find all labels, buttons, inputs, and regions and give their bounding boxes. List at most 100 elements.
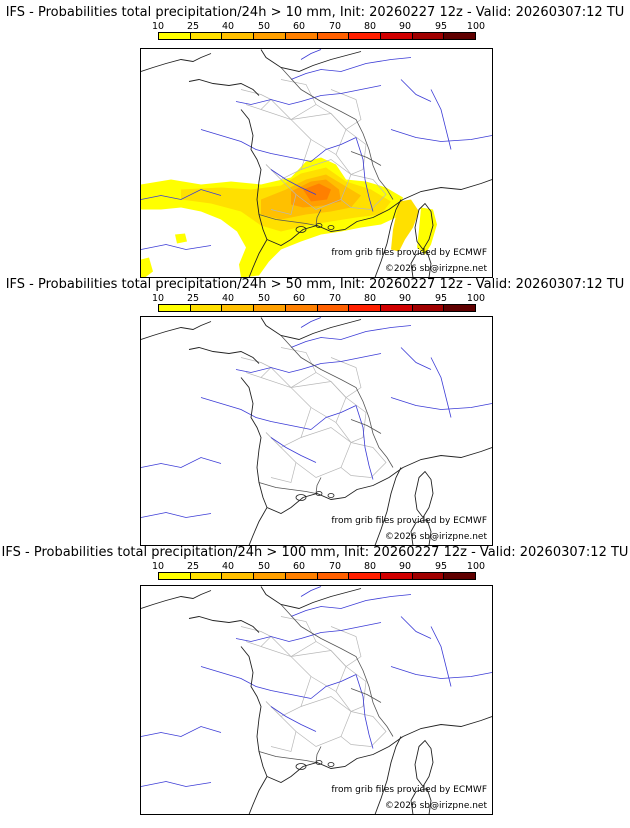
country-border [350,419,382,434]
france-map [141,317,492,545]
river-line [141,781,212,787]
coastline [266,716,492,784]
colorbar-swatch [190,305,223,311]
river-line [141,457,222,468]
region-boundary [315,89,362,130]
corsica-coastline [414,202,434,251]
probability-shading [391,199,419,252]
island-coastline [327,762,335,767]
source-credit: from grib files provided by ECMWF [331,516,487,526]
colorbar-tick-label: 10 [151,561,165,572]
forecast-panel-100mm: IFS - Probabilities total precipitation/… [0,545,630,815]
region-boundary [340,174,387,210]
region-boundary [340,442,387,478]
island-coastline [327,493,335,498]
region-boundary [265,701,297,752]
river-line [430,626,452,687]
country-border [315,209,322,226]
colorbar-tick-label: 60 [292,293,306,304]
colorbar-swatch [349,305,381,311]
country-border [315,746,322,763]
map-frame: from grib files provided by ECMWF ©2026 … [140,316,493,546]
coastline [240,646,268,777]
colorbar-tick-label: 70 [328,293,342,304]
river-line [310,405,357,430]
colorbar-swatch [285,305,318,311]
colorbar-swatch [317,305,350,311]
colorbar-tick-label: 40 [221,21,235,32]
coastline [188,616,260,633]
colorbar-tick-label: 90 [398,561,412,572]
country-border [280,67,394,200]
france-map [141,586,492,814]
island-coastline [315,223,323,228]
region-boundary [265,432,297,483]
colorbar-tick-label: 100 [466,561,486,572]
colorbar-swatch [222,305,255,311]
colorbar-swatch [412,33,445,39]
corsica-coastline [414,739,434,788]
colorbar-tick-label: 25 [186,21,200,32]
river-line [310,137,357,162]
river-line [235,622,382,642]
island-coastline [295,494,307,501]
colorbar [158,32,476,40]
colorbar-tick-label: 95 [434,561,448,572]
river-line [235,353,382,373]
river-line [355,674,374,749]
river-line [300,586,322,597]
region-boundary [270,347,317,388]
region-boundary [315,626,362,667]
colorbar [158,304,476,312]
colorbar-tick-label: 50 [257,21,271,32]
region-boundary [340,711,387,747]
coastline [240,377,268,508]
colorbar-swatch [412,573,445,579]
colorbar-swatch [349,573,381,579]
colorbar-swatch [254,305,286,311]
region-boundary [290,113,347,156]
region-boundary [335,666,367,712]
colorbar-swatch [159,33,191,39]
coastline [374,736,402,814]
river-line [200,129,312,162]
colorbar-swatch [222,33,255,39]
coastline [374,199,402,277]
country-border [350,688,382,703]
colorbar-tick-label: 80 [363,293,377,304]
colorbar-tick-label: 50 [257,293,271,304]
colorbar-tick-label: 70 [328,21,342,32]
colorbar-swatch [412,305,445,311]
forecast-panel-10mm: IFS - Probabilities total precipitation/… [0,5,630,278]
coastline [141,321,212,340]
copyright-credit: ©2026 sb@irizpne.net [384,264,487,274]
probability-shading [303,183,331,202]
colorbar-swatch [317,573,350,579]
panel-title: IFS - Probabilities total precipitation/… [5,277,625,292]
colorbar-swatch [444,573,476,579]
coastline [188,347,260,364]
river-line [400,79,432,102]
river-line [270,169,317,195]
colorbar-tick-label: 90 [398,21,412,32]
river-line [400,347,432,370]
corsica-coastline [414,470,434,519]
probability-shading [141,257,153,277]
region-boundary [295,427,352,478]
colorbar-tick-label: 40 [221,561,235,572]
colorbar-swatch [190,573,223,579]
colorbar-tick-label: 25 [186,293,200,304]
france-map [141,49,492,277]
region-boundary [270,616,317,657]
colorbar-swatch [159,573,191,579]
colorbar-swatch [159,305,191,311]
island-coastline [295,763,307,770]
river-line [141,244,212,250]
coastline [141,590,212,609]
source-credit: from grib files provided by ECMWF [331,785,487,795]
coastline [248,776,268,814]
colorbar-swatch [190,33,223,39]
colorbar-swatch [444,33,476,39]
river-line [390,397,492,410]
region-boundary [295,696,352,747]
